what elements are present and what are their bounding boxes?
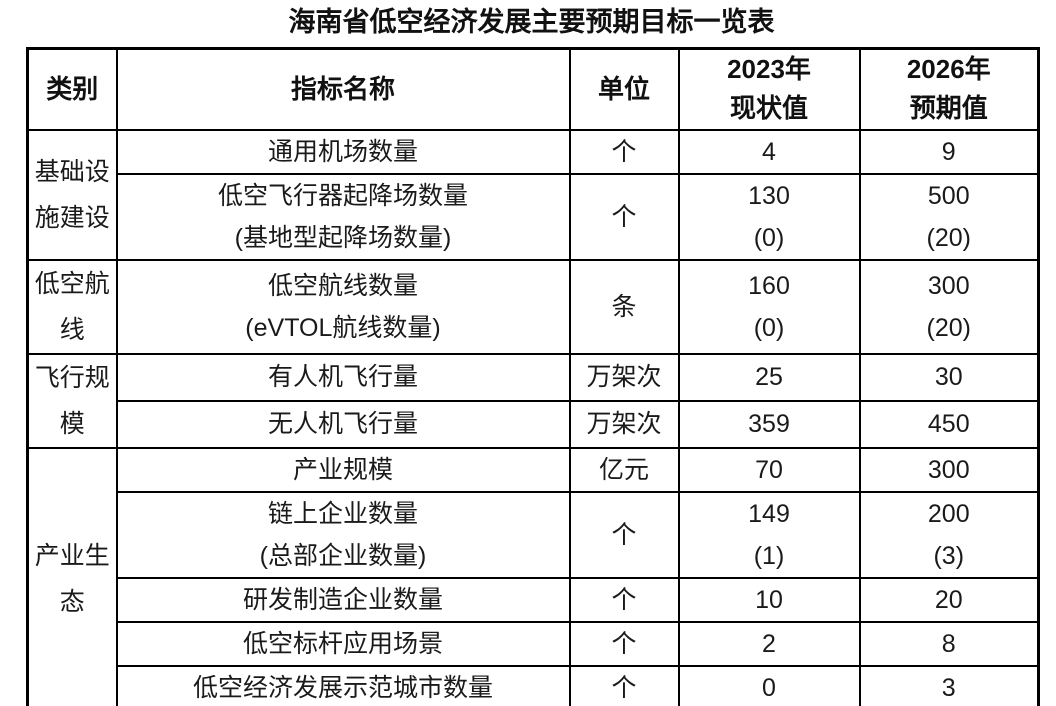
value-2023-cell: 359: [677, 399, 861, 449]
value-2023-cell: 2: [677, 620, 861, 667]
header-2023-value: 2023年 现状值: [677, 47, 861, 131]
unit-cell: 个: [568, 620, 680, 667]
indicator-cell: 链上企业数量 (总部企业数量): [115, 490, 571, 579]
table-row: 产业生态 产业规模 亿元 70 300: [26, 446, 1040, 706]
unit-cell: 个: [568, 490, 680, 579]
table-row: 基础设施建设 通用机场数量 个 4 9: [26, 128, 1040, 261]
targets-table: 类别 指标名称 单位 2023年 现状值 2026年 预期值 基础设施建设 通用…: [26, 47, 1040, 706]
unit-cell: 个: [568, 172, 680, 261]
table-row: 研发制造企业数量 个 10 20: [28, 576, 1040, 623]
category-cell-infrastructure: 基础设施建设: [26, 128, 118, 261]
value-2026-cell: 8: [858, 620, 1040, 667]
value-2023-cell: 130 (0): [677, 172, 861, 261]
indicator-cell: 低空航线数量 (eVTOL航线数量): [115, 258, 571, 355]
indicator-cell: 无人机飞行量: [115, 399, 571, 449]
indicator-cell: 研发制造企业数量: [115, 576, 571, 623]
value-2026-cell: 200 (3): [858, 490, 1040, 579]
value-2026-cell: 300 (20): [858, 258, 1040, 355]
header-indicator: 指标名称: [115, 47, 571, 131]
table-row: 低空航线 低空航线数量 (eVTOL航线数量) 条 160 (0) 300 (2…: [26, 258, 1040, 355]
table-title: 海南省低空经济发展主要预期目标一览表: [288, 7, 775, 37]
header-row: 类别 指标名称 单位 2023年 现状值 2026年 预期值: [26, 47, 1040, 131]
unit-cell: 个: [568, 664, 680, 706]
indicator-cell: 低空飞行器起降场数量 (基地型起降场数量): [115, 172, 571, 261]
value-2023-cell: 70: [677, 446, 861, 493]
value-2026-cell: 450: [858, 399, 1040, 449]
value-2026-cell: 500 (20): [858, 172, 1040, 261]
value-2026-cell: 3: [858, 664, 1040, 706]
unit-cell: 个: [568, 576, 680, 623]
value-2023-cell: 149 (1): [677, 490, 861, 579]
value-2026-cell: 9: [858, 128, 1040, 175]
value-2026-cell: 20: [858, 576, 1040, 623]
table-row: 低空经济发展示范城市数量 个 0 3: [28, 664, 1040, 706]
indicator-cell: 有人机飞行量: [115, 352, 571, 402]
table-row: 无人机飞行量 万架次 359 450: [28, 399, 1040, 449]
unit-cell: 万架次: [568, 399, 680, 449]
indicator-cell: 低空经济发展示范城市数量: [115, 664, 571, 706]
category-cell-flight-scale: 飞行规模: [26, 352, 118, 449]
unit-cell: 亿元: [568, 446, 680, 493]
header-category: 类别: [26, 47, 118, 131]
unit-cell: 个: [568, 128, 680, 175]
value-2023-cell: 10: [677, 576, 861, 623]
header-2026-value: 2026年 预期值: [858, 47, 1040, 131]
table-row: 低空标杆应用场景 个 2 8: [28, 620, 1040, 667]
table-row: 低空飞行器起降场数量 (基地型起降场数量) 个 130 (0) 500 (20): [28, 172, 1040, 261]
indicator-cell: 低空标杆应用场景: [115, 620, 571, 667]
category-cell-routes: 低空航线: [26, 258, 118, 355]
value-2023-cell: 25: [677, 352, 861, 402]
table-row: 飞行规模 有人机飞行量 万架次 25 30: [26, 352, 1040, 449]
value-2023-cell: 0: [677, 664, 861, 706]
category-cell-industry-ecology: 产业生态: [26, 446, 118, 706]
table-row: 链上企业数量 (总部企业数量) 个 149 (1) 200 (3): [28, 490, 1040, 579]
unit-cell: 万架次: [568, 352, 680, 402]
value-2026-cell: 300: [858, 446, 1040, 493]
value-2023-cell: 160 (0): [677, 258, 861, 355]
indicator-cell: 产业规模: [115, 446, 571, 493]
value-2023-cell: 4: [677, 128, 861, 175]
indicator-cell: 通用机场数量: [115, 128, 571, 175]
value-2026-cell: 30: [858, 352, 1040, 402]
unit-cell: 条: [568, 258, 680, 355]
header-unit: 单位: [568, 47, 680, 131]
